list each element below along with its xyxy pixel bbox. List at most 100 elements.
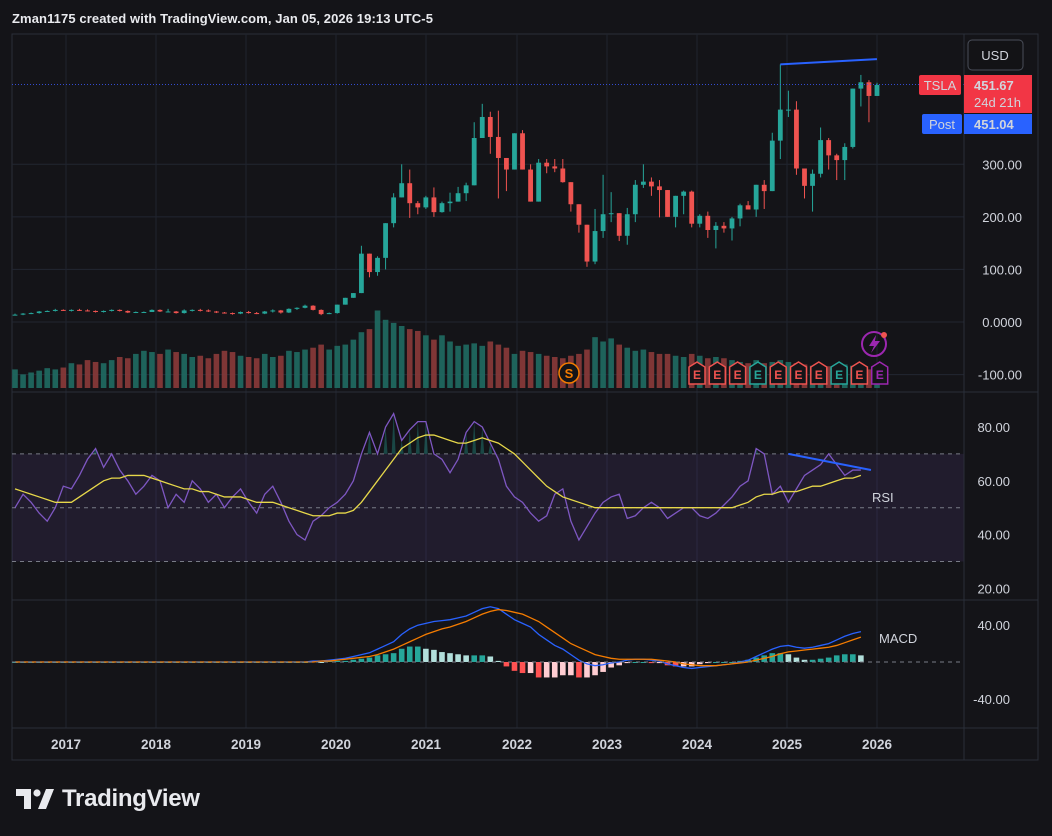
candle-body: [737, 205, 743, 219]
time-tick-label: 2025: [772, 737, 803, 752]
time-tick-label: 2022: [502, 737, 532, 752]
rsi-tick-label: 40.00: [977, 528, 1010, 543]
volume-bar: [229, 352, 236, 388]
macd-histogram-bar: [447, 653, 453, 662]
macd-histogram-bar: [479, 655, 486, 662]
indicator-spark-icon[interactable]: [861, 331, 887, 357]
macd-histogram-bar: [777, 653, 784, 662]
volume-bar: [358, 332, 365, 388]
time-tick-label: 2024: [682, 737, 713, 752]
price-tick-label: 200.00: [982, 210, 1022, 225]
macd-histogram-bar: [374, 655, 381, 662]
candle-body: [68, 309, 74, 311]
candle-body: [117, 309, 123, 311]
volume-bar: [825, 366, 832, 388]
volume-bar: [124, 358, 131, 388]
macd-histogram-bar: [833, 655, 840, 662]
macd-histogram-bar: [334, 660, 341, 662]
price-tick-label: -100.00: [978, 368, 1022, 383]
earnings-marker-label: E: [876, 368, 884, 382]
split-marker-label: S: [565, 366, 574, 381]
volume-bar: [253, 358, 260, 388]
split-marker: [558, 362, 580, 384]
candle-body: [423, 197, 429, 208]
volume-bar: [84, 360, 91, 388]
volume-bar: [406, 329, 413, 388]
candle-body: [455, 193, 461, 202]
volume-bar: [423, 335, 429, 388]
price-tick-label: 300.00: [982, 157, 1022, 172]
macd-histogram-bar: [455, 654, 461, 662]
candle-body: [810, 173, 815, 186]
candle-body: [826, 140, 832, 156]
macd-histogram-bar: [769, 653, 776, 662]
candle-body: [697, 215, 703, 224]
volume-bar: [165, 349, 171, 388]
candle-body: [794, 109, 799, 169]
candle-body: [769, 140, 775, 192]
macd-histogram-bar: [568, 662, 574, 676]
volume-bar: [447, 341, 453, 388]
volume-bar: [495, 344, 502, 388]
rsi-tick-label: 20.00: [977, 581, 1010, 596]
candle-body: [342, 297, 348, 305]
candle-body: [173, 311, 179, 314]
tradingview-logo-icon: [16, 789, 54, 809]
volume-bar: [302, 349, 308, 388]
macd-histogram-bar: [632, 662, 639, 663]
macd-histogram-bar: [560, 662, 566, 676]
earnings-marker: [789, 361, 808, 385]
candle-body: [415, 203, 421, 208]
currency-label: USD: [981, 48, 1008, 63]
volume-bar: [656, 353, 663, 388]
candle-body: [109, 309, 115, 311]
candle-body: [77, 309, 82, 311]
macd-histogram-bar: [713, 662, 719, 663]
volume-bar: [398, 326, 405, 388]
candle-body: [439, 203, 445, 213]
volume-bar: [519, 350, 526, 388]
volume-bar: [648, 352, 655, 388]
volume-bar: [68, 363, 75, 388]
macd-histogram-bar: [648, 662, 655, 664]
volume-bar: [342, 344, 349, 388]
candle-body: [101, 310, 107, 313]
macd-histogram-bar: [551, 662, 558, 678]
rsi-band-area: [12, 453, 964, 562]
candle-body: [818, 140, 824, 174]
volume-bar: [439, 335, 445, 388]
macd-histogram-bar: [318, 662, 324, 663]
volume-bar: [866, 369, 872, 388]
candle-body: [52, 309, 58, 311]
candle-body: [850, 88, 856, 147]
volume-bar: [664, 353, 671, 388]
volume-bar: [592, 337, 598, 388]
candle-body: [36, 311, 42, 314]
macd-histogram-bar: [463, 655, 469, 662]
candle-body: [44, 310, 50, 312]
chart-frame: [11, 33, 1039, 761]
volume-bar: [543, 355, 550, 388]
last-price: 451.67: [974, 78, 1014, 93]
macd-histogram-bar: [576, 662, 582, 678]
volume-bar: [672, 355, 679, 388]
volume-bar: [415, 330, 421, 388]
earnings-marker: [749, 361, 767, 385]
ticker-symbol-badge[interactable]: [919, 75, 961, 95]
candle-body: [125, 310, 131, 313]
macd-histogram-bar: [398, 648, 405, 662]
tradingview-logo[interactable]: TradingView: [16, 785, 200, 812]
candle-body: [568, 182, 574, 205]
currency-button[interactable]: [967, 39, 1024, 71]
candle-body: [842, 146, 848, 161]
candle-body: [640, 181, 646, 185]
candle-body: [520, 133, 525, 170]
macd-histogram-bar: [608, 662, 614, 668]
volume-bar: [471, 343, 477, 388]
candle-body: [431, 197, 437, 213]
rsi-line: [14, 411, 861, 542]
post-market-badge[interactable]: [922, 114, 962, 134]
macd-histogram-bar: [721, 662, 727, 663]
candle-body: [761, 184, 767, 192]
